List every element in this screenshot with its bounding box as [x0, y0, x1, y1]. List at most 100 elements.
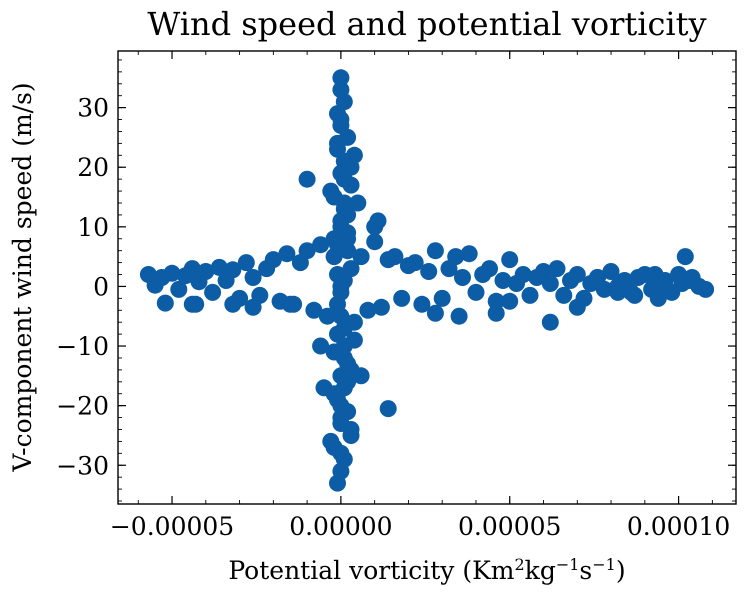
data-point — [342, 421, 360, 438]
data-point — [156, 294, 174, 312]
y-tick-label: −10 — [56, 332, 109, 361]
data-point — [224, 295, 242, 313]
data-point — [521, 286, 539, 304]
data-point — [305, 301, 323, 319]
data-point — [386, 248, 404, 266]
data-point — [204, 283, 222, 301]
data-point — [197, 263, 215, 280]
data-point — [555, 286, 573, 304]
y-tick-label: −20 — [56, 392, 109, 421]
data-point — [369, 212, 387, 230]
data-point — [568, 298, 586, 316]
data-point — [626, 286, 644, 304]
x-axis-label-part: ) — [616, 556, 626, 585]
data-point — [332, 283, 350, 301]
scatter-points — [139, 69, 715, 492]
data-point — [568, 266, 586, 283]
data-point — [312, 337, 330, 355]
y-tick-label: −30 — [56, 451, 109, 480]
x-axis-label-sup: 2 — [514, 555, 524, 574]
data-point — [379, 400, 397, 418]
data-point — [335, 194, 353, 212]
data-point — [460, 245, 478, 263]
data-point — [312, 236, 330, 254]
y-tick-label: 30 — [77, 94, 109, 123]
x-axis-label-part: s — [579, 556, 592, 585]
data-point — [426, 304, 444, 322]
data-point — [237, 254, 255, 272]
x-tick-label: 0.00010 — [627, 512, 730, 541]
data-point — [281, 295, 299, 313]
data-point — [332, 444, 350, 462]
data-point — [487, 304, 505, 322]
y-tick-label: 10 — [77, 213, 109, 242]
data-point — [393, 289, 411, 307]
plot-frame — [117, 50, 737, 505]
data-point — [366, 233, 384, 251]
data-point — [210, 258, 228, 276]
data-point — [447, 248, 465, 266]
x-axis-label-part: kg — [525, 556, 556, 585]
y-axis-label: V-component wind speed (m/s) — [8, 82, 37, 472]
data-point — [646, 266, 664, 283]
data-point — [494, 272, 512, 289]
data-point — [318, 307, 336, 325]
data-point — [541, 313, 559, 331]
data-point — [372, 298, 390, 316]
x-axis-ticks: −0.00005 0.00000 0.00005 0.00010 — [110, 51, 730, 541]
data-point — [322, 432, 340, 450]
y-tick-label: 0 — [93, 272, 109, 301]
y-axis-ticks: −30 −20 −10 0 10 20 30 — [56, 59, 736, 502]
x-tick-label: 0.00005 — [458, 512, 561, 541]
y-tick-label: 20 — [77, 153, 109, 182]
data-point — [322, 182, 340, 200]
data-point — [454, 269, 471, 286]
data-point — [514, 266, 532, 283]
data-point — [501, 251, 519, 269]
data-point — [481, 260, 498, 278]
x-axis-label-sup: −1 — [592, 555, 616, 574]
data-point — [649, 289, 667, 307]
data-point — [406, 254, 424, 272]
data-point — [602, 263, 620, 280]
data-point — [170, 280, 188, 298]
data-point — [426, 242, 444, 260]
data-point — [264, 251, 282, 269]
data-point — [467, 283, 485, 301]
data-point — [244, 269, 262, 286]
data-point — [487, 292, 505, 310]
data-point — [697, 280, 715, 298]
data-point — [224, 261, 242, 279]
data-point — [325, 385, 343, 403]
data-point — [420, 263, 438, 280]
data-point — [187, 295, 205, 313]
data-point — [278, 245, 296, 263]
data-point — [332, 218, 350, 236]
data-point — [332, 69, 350, 87]
data-point — [325, 248, 343, 266]
x-axis-label: Potential vorticity (Km2kg−1s−1) — [228, 555, 625, 585]
data-point — [329, 266, 346, 283]
data-point — [352, 248, 370, 266]
data-point — [548, 260, 566, 278]
data-point — [244, 298, 262, 316]
data-point — [433, 289, 451, 307]
x-tick-label: −0.00005 — [110, 512, 234, 541]
data-point — [359, 301, 377, 319]
x-axis-label-part: Potential vorticity (Km — [228, 556, 514, 585]
data-point — [329, 134, 346, 152]
data-point — [589, 269, 606, 286]
x-tick-label: 0.00000 — [289, 512, 392, 541]
x-axis-label-sup: −1 — [556, 555, 580, 574]
data-point — [501, 292, 519, 310]
data-point — [332, 409, 350, 427]
data-point — [332, 111, 350, 128]
data-point — [298, 170, 316, 188]
data-point — [342, 361, 360, 379]
data-point — [163, 264, 181, 282]
data-point — [298, 242, 316, 260]
chart-title: Wind speed and potential vorticity — [147, 5, 706, 43]
data-point — [676, 248, 694, 266]
data-point — [680, 272, 698, 289]
